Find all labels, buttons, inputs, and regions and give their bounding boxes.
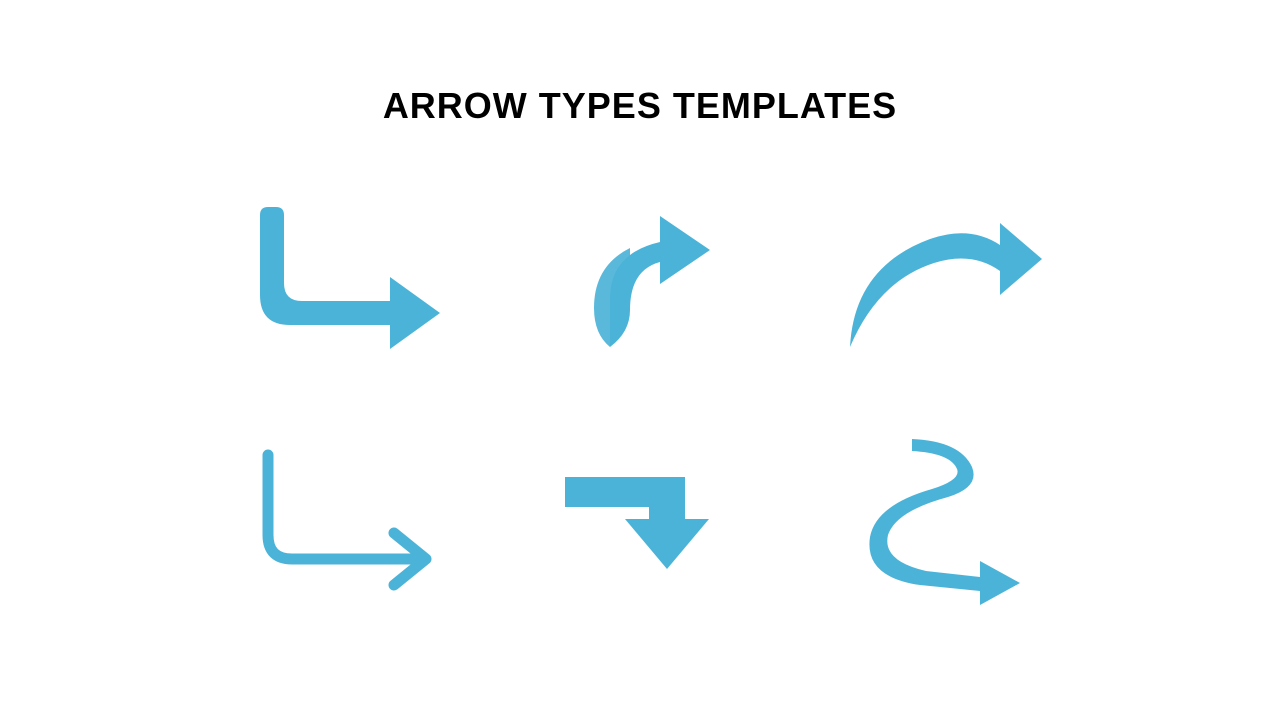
arrow-cell-3 <box>790 187 1090 367</box>
arrow-cell-1 <box>190 187 490 367</box>
curved-redo-arrow-icon <box>550 192 730 362</box>
curved-swoosh-arrow-icon <box>830 197 1050 357</box>
arrow-cell-5 <box>490 427 790 607</box>
corner-down-arrow-icon <box>545 447 735 587</box>
arrow-cell-2 <box>490 187 790 367</box>
s-curve-arrow-icon <box>840 427 1040 607</box>
arrow-cell-4 <box>190 427 490 607</box>
arrow-grid <box>190 187 1090 607</box>
page-title: ARROW TYPES TEMPLATES <box>0 0 1280 127</box>
bent-arrow-thick-icon <box>230 197 450 357</box>
bent-arrow-thin-icon <box>230 437 450 597</box>
arrow-cell-6 <box>790 427 1090 607</box>
